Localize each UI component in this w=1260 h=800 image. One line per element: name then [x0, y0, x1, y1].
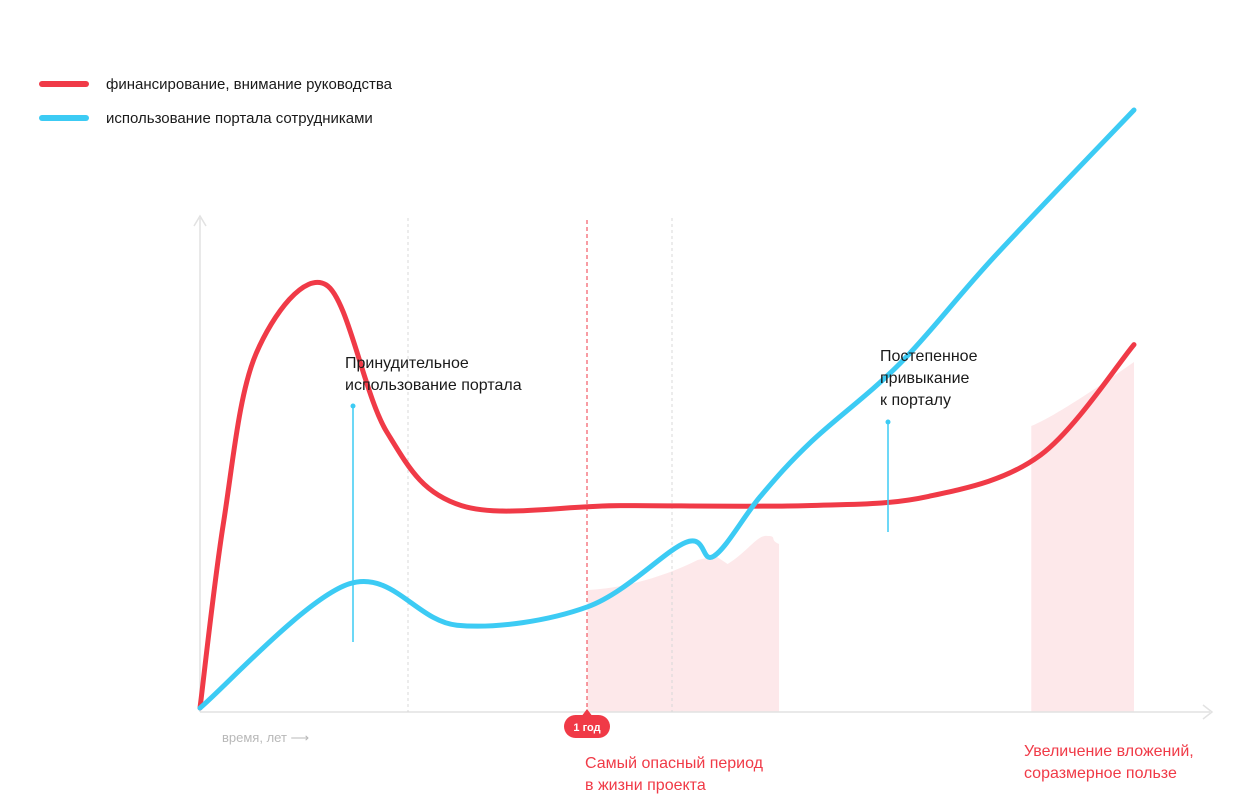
annotation-habituation: Постепенное привыкание к порталу — [880, 348, 982, 409]
x-axis-label: время, лет ⟶ — [222, 730, 309, 745]
pointer-habituation-dot — [885, 419, 891, 425]
annotation-forced-use: Принудительное использование портала — [345, 355, 522, 394]
axes — [193, 214, 1214, 720]
legend-label-usage: использование портала сотрудниками — [106, 110, 373, 127]
legend: финансирование, внимание руководства исп… — [39, 76, 393, 127]
annotation-investment-line-1: Увеличение вложений, — [1024, 743, 1194, 760]
pointer-forced-use-dot — [350, 403, 356, 409]
series-line-funding — [197, 280, 1137, 711]
year-marker-badge: 1 год — [564, 709, 610, 738]
annotation-forced-use-line-2: использование портала — [345, 377, 522, 394]
annotation-forced-use-line-1: Принудительное — [345, 355, 469, 372]
series-line-usage — [197, 107, 1137, 711]
annotation-habituation-line-3: к порталу — [880, 392, 951, 409]
annotation-habituation-line-1: Постепенное — [880, 348, 978, 365]
y-axis-arrow — [193, 214, 207, 227]
annotation-danger-period-line-2: в жизни проекта — [585, 777, 706, 794]
shaded-region-investment — [1031, 362, 1134, 712]
year-marker-badge-pill — [564, 715, 610, 738]
annotation-investment: Увеличение вложений, соразмерное пользе — [1024, 743, 1198, 782]
year-marker-label: 1 год — [573, 722, 600, 734]
shaded-region-danger — [587, 535, 780, 712]
annotation-danger-period: Самый опасный период в жизни проекта — [585, 755, 767, 794]
annotation-investment-line-2: соразмерное пользе — [1024, 765, 1177, 782]
x-axis-arrow — [1202, 704, 1214, 720]
annotation-habituation-line-2: привыкание — [880, 370, 970, 387]
legend-label-funding: финансирование, внимание руководства — [106, 76, 393, 93]
annotation-danger-period-line-1: Самый опасный период — [585, 755, 764, 772]
